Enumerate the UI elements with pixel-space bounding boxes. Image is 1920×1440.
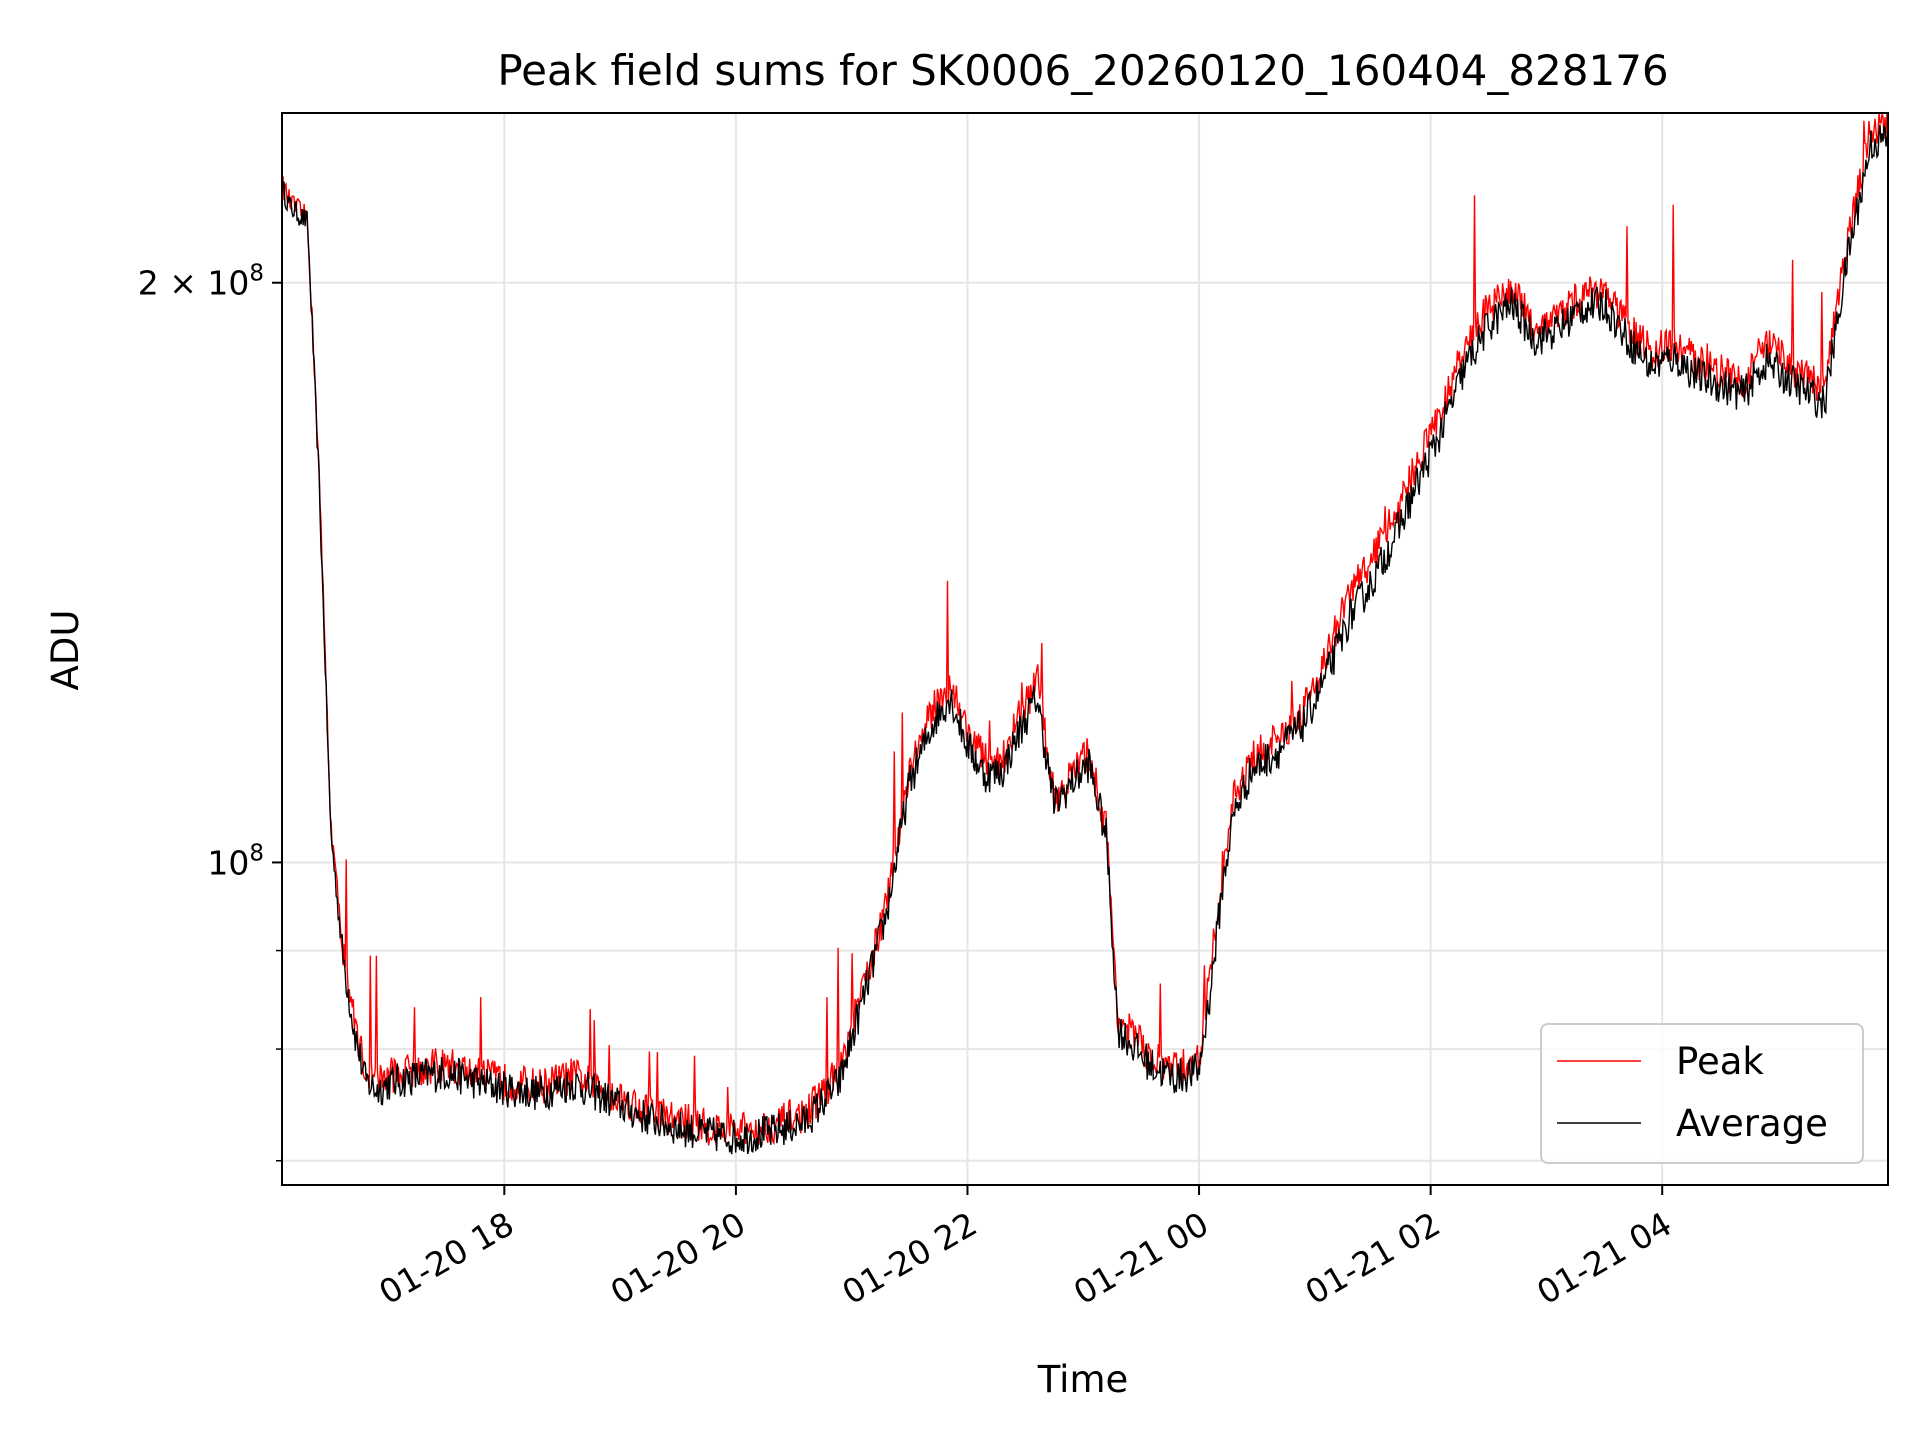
y-tick-label-base: 2 × 10 (138, 264, 250, 303)
y-tick-label: 108 (207, 840, 264, 882)
grid (282, 113, 1888, 1185)
plot-frame (281, 112, 1889, 1186)
legend-average-label: Average (1676, 1102, 1828, 1145)
legend-box (1540, 1023, 1864, 1164)
y-axis-label: ADU (44, 610, 87, 691)
chart-title: Peak field sums for SK0006_20260120_1604… (497, 46, 1668, 95)
series-lines (281, 111, 1889, 1155)
legend-peak-label: Peak (1676, 1040, 1764, 1083)
y-tick-label-exponent: 8 (249, 840, 264, 866)
x-axis-label: Time (1037, 1358, 1129, 1401)
y-tick-label-exponent: 8 (249, 261, 264, 287)
y-tick-label-base: 10 (207, 843, 249, 882)
average-series-line (281, 124, 1889, 1155)
y-tick-label: 2 × 108 (138, 261, 264, 303)
legend: Peak Average (1540, 1023, 1864, 1164)
